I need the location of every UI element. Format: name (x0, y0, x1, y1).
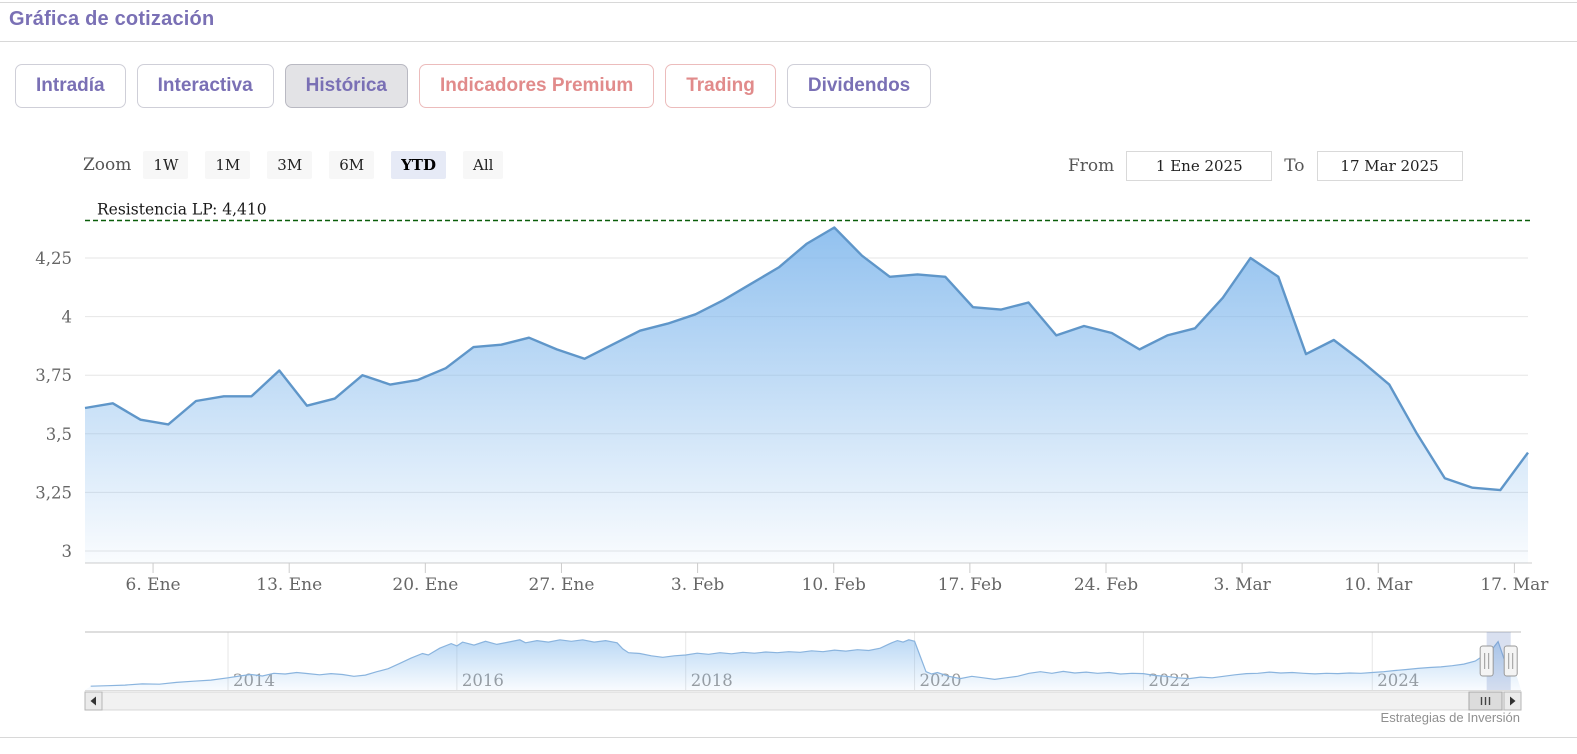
y-axis-label: 3,5 (46, 425, 72, 444)
x-axis-label: 24. Feb (1074, 575, 1138, 595)
y-axis-label: 3,25 (35, 483, 72, 502)
zoom-label: Zoom (83, 155, 132, 175)
tab-indicadores-premium[interactable]: Indicadores Premium (418, 64, 655, 108)
to-date-input[interactable] (1316, 151, 1463, 181)
y-axis-label: 3 (62, 542, 73, 561)
from-date-input[interactable] (1126, 151, 1273, 181)
x-axis-label: 17. Feb (938, 575, 1002, 595)
tab-intradia[interactable]: Intradía (15, 64, 126, 108)
scrollbar-right-arrow-icon (1510, 696, 1516, 706)
y-axis-label: 4,25 (35, 249, 72, 268)
credit-text: Estrategias de Inversión (1380, 710, 1520, 725)
resistance-label: Resistencia LP: 4,410 (97, 200, 267, 218)
navigator-area-series (85, 639, 1521, 690)
navigator: 201420162018202020222024 (85, 631, 1521, 691)
zoom-button-1m[interactable]: 1M (205, 151, 251, 179)
zoom-button-3m[interactable]: 3M (267, 151, 313, 179)
y-axis-label: 4 (62, 308, 73, 327)
navigator-line (90, 639, 1511, 687)
handle-grip-box[interactable] (1503, 645, 1518, 677)
price-area-series (85, 227, 1528, 563)
bottom-divider (0, 737, 1577, 738)
tab-interactiva[interactable]: Interactiva (136, 64, 274, 108)
zoom-row: Zoom 1W 1M 3M 6M YTD All (83, 151, 520, 179)
chart-tabs: Intradía Interactiva Histórica Indicadores … (15, 64, 932, 108)
to-label: To (1284, 156, 1305, 176)
title-divider (0, 41, 1577, 42)
navigator-right-handle[interactable] (1503, 645, 1518, 677)
tab-historica[interactable]: Histórica (284, 64, 408, 108)
tab-dividendos[interactable]: Dividendos (786, 64, 932, 108)
y-axis-label: 3,75 (35, 366, 72, 385)
zoom-button-6m[interactable]: 6M (329, 151, 375, 179)
x-axis-label: 13. Ene (256, 575, 322, 595)
date-range-controls: From To (1068, 151, 1463, 181)
navigator-left-handle[interactable] (1479, 645, 1494, 677)
x-axis-label: 17. Mar (1480, 575, 1549, 595)
tab-trading[interactable]: Trading (665, 64, 776, 108)
zoom-buttons: 1W 1M 3M 6M YTD All (143, 151, 520, 179)
page-title: Gráfica de cotización (9, 8, 215, 30)
handle-grip-box[interactable] (1479, 645, 1494, 677)
zoom-button-1w[interactable]: 1W (143, 151, 189, 179)
from-label: From (1068, 156, 1115, 176)
scrollbar-track[interactable] (84, 691, 1522, 711)
x-axis-label: 3. Mar (1213, 575, 1271, 595)
scrollbar-left-arrow-icon (90, 696, 96, 706)
scrollbar (84, 691, 1522, 711)
x-axis-label: 10. Feb (802, 575, 866, 595)
zoom-button-ytd[interactable]: YTD (391, 151, 446, 179)
x-axis-label: 27. Ene (529, 575, 595, 595)
x-axis-label: 6. Ene (126, 575, 181, 595)
price-line (84, 226, 1529, 492)
x-axis-label: 20. Ene (392, 575, 458, 595)
x-axis-label: 10. Mar (1344, 575, 1413, 595)
x-axis-label: 3. Feb (671, 575, 725, 595)
top-edge-divider (0, 2, 1577, 3)
x-axis: 6. Ene 13. Ene 20. Ene 27. Ene 3. Feb 10. Feb… (85, 562, 1549, 595)
zoom-button-all[interactable]: All (462, 151, 504, 179)
